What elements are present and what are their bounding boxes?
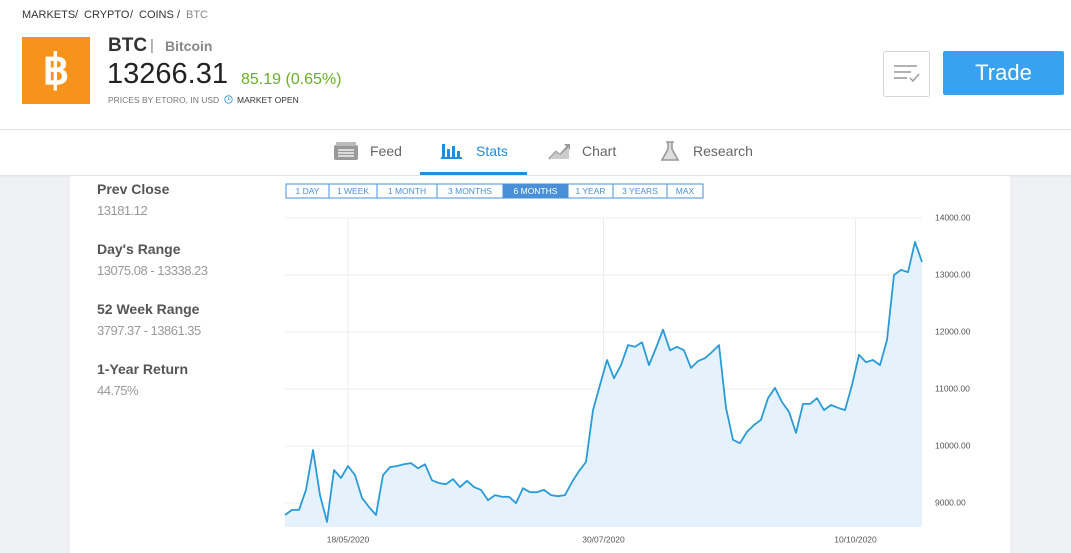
y-tick-label: 14000.00	[935, 212, 971, 222]
range-label[interactable]: 1 MONTH	[388, 186, 426, 196]
breadcrumb: BTC	[186, 9, 208, 21]
x-tick-label: 18/05/2020	[327, 534, 370, 544]
breadcrumb[interactable]: COINS	[139, 9, 174, 21]
price: 13266.31	[107, 58, 228, 90]
range-label[interactable]: 6 MONTHS	[514, 186, 558, 196]
x-tick-label: 30/07/2020	[582, 534, 625, 544]
separator: /	[75, 9, 79, 21]
chart-icon	[548, 144, 570, 160]
range-label[interactable]: 3 MONTHS	[448, 186, 492, 196]
range-label[interactable]: 1 DAY	[296, 186, 320, 196]
x-tick-label: 10/10/2020	[834, 534, 877, 544]
tab-bar	[0, 130, 1071, 175]
range-label[interactable]: 1 YEAR	[575, 186, 605, 196]
separator: /	[177, 9, 181, 21]
range-label[interactable]: 1 WEEK	[337, 186, 369, 196]
breadcrumb[interactable]: MARKETS	[22, 9, 76, 21]
y-tick-label: 13000.00	[935, 269, 971, 279]
separator: |	[150, 37, 154, 54]
tab[interactable]: Chart	[582, 143, 617, 159]
y-tick-label: 11000.00	[935, 383, 970, 393]
range-label[interactable]: MAX	[676, 186, 695, 196]
stat-label: 52 Week Range	[97, 301, 200, 317]
stat-label: Prev Close	[97, 181, 170, 197]
area	[285, 241, 922, 527]
y-tick-label: 10000.00	[935, 440, 971, 450]
source-note: PRICES BY ETORO, IN USD	[108, 95, 220, 105]
symbol: BTC	[108, 35, 148, 56]
stats-icon	[441, 144, 462, 159]
breadcrumb[interactable]: CRYPTO	[84, 9, 130, 21]
watchlist-button[interactable]	[883, 51, 930, 97]
tab-underline	[420, 172, 527, 175]
stat-value: 13075.08 - 13338.23	[97, 263, 208, 278]
separator: /	[130, 9, 134, 21]
stat-label: Day's Range	[97, 241, 181, 257]
svg-text:฿: ฿	[43, 46, 70, 93]
stat-value: 44.75%	[97, 383, 139, 398]
trade-button[interactable]: Trade	[943, 51, 1064, 95]
price-line	[284, 241, 923, 523]
coin-logo: ฿	[22, 37, 90, 104]
stat-label: 1-Year Return	[97, 361, 189, 377]
range-label[interactable]: 3 YEARS	[622, 186, 658, 196]
tab[interactable]: Feed	[370, 143, 402, 159]
tab[interactable]: Research	[693, 143, 753, 159]
price-change: 85.19 (0.65%)	[241, 71, 342, 88]
stat-value: 13181.12	[97, 203, 148, 218]
coin-name: Bitcoin	[165, 38, 213, 54]
clock-icon	[224, 95, 233, 104]
market-status: MARKET OPEN	[237, 95, 299, 105]
y-tick-label: 9000.00	[935, 497, 966, 507]
y-tick-label: 12000.00	[935, 326, 971, 336]
stat-value: 3797.37 - 13861.35	[97, 323, 201, 338]
research-icon	[660, 141, 680, 161]
tab[interactable]: Stats	[476, 143, 508, 159]
range-button[interactable]	[666, 183, 704, 199]
feed-icon	[334, 142, 358, 160]
